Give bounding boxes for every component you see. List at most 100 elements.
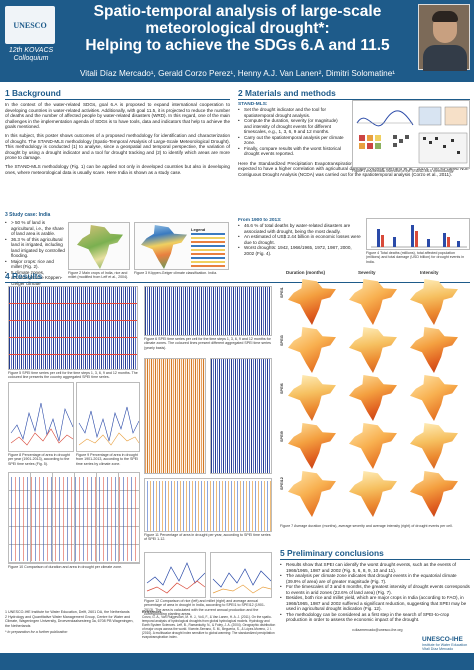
- conclusions-section: 5 Preliminary conclusions Results show t…: [280, 548, 470, 623]
- drought-map-spei6-severity: [349, 375, 397, 421]
- legend-title: Legend: [191, 227, 206, 232]
- history-heading: From 1900 to 2013:: [238, 218, 282, 223]
- map-row-label: SPEI6: [280, 383, 284, 394]
- references-text: Corzo, G. A., Van Huijgevoort, M. H. J.,…: [142, 614, 276, 639]
- drought-map-grid: SPEI1 SPEI3 SPEI6 SPEI9 SPEI12: [280, 278, 470, 522]
- method-bullet: Set the drought indicator and the tool f…: [238, 107, 346, 118]
- area-drought-chart-b: [76, 382, 140, 452]
- affiliation-2: 2 Hydrology and Quantitative Water Manag…: [5, 614, 134, 628]
- fig12-caption: Figure 12 Comparison of rice (left) and …: [144, 599, 266, 616]
- method-bullet: Finally, compare results with the worst …: [238, 146, 346, 157]
- fig8-caption: Figure 8 Percentage of area in drought p…: [8, 453, 70, 466]
- fig5-caption: Figure 5 SPEI time series per cell for t…: [8, 371, 138, 380]
- fig4-caption: Figure 4 Total deaths (millions), total …: [366, 251, 465, 264]
- fig10-caption: Figure 10 Comparison of duration and are…: [8, 565, 123, 569]
- title-line-2: meteorological drought*:: [145, 20, 330, 37]
- history-bullet: 46.6 % of total deaths by water-related …: [238, 223, 363, 234]
- drought-map-spei3-intensity: [410, 327, 458, 373]
- rice-chart: [144, 552, 206, 598]
- conclusions-heading: 5 Preliminary conclusions: [280, 548, 470, 560]
- drought-map-spei9-severity: [349, 423, 397, 469]
- method-bullet: Carry out the spatiotemporal analysis pe…: [238, 135, 346, 146]
- drought-map-spei1-intensity: [410, 279, 458, 325]
- conclusion-bullet: The methodology can be considered as a f…: [280, 612, 470, 623]
- methods-heading: 2 Materials and methods: [238, 88, 470, 100]
- fig7-caption: Figure 7 Average duration (months), aver…: [280, 524, 453, 528]
- drought-map-spei3-duration: [288, 327, 336, 373]
- duration-area-grid: [8, 472, 140, 564]
- spei-zone-timeseries-b: [144, 358, 206, 474]
- poster-footer-bar: [0, 653, 474, 670]
- drought-map-spei1-severity: [349, 279, 397, 325]
- impact-chart: [366, 218, 470, 250]
- drought-map-spei6-duration: [288, 375, 336, 421]
- fig6-caption: Figure 6 SPEI time series per cell for t…: [144, 337, 271, 350]
- map-row-label: SPEI3: [280, 335, 284, 346]
- history-bullet: An estimated of US$ 2.44 billion in econ…: [238, 234, 363, 245]
- background-section: 1 Background In the context of the water…: [5, 88, 230, 175]
- results-rule: [5, 282, 470, 283]
- conclusion-bullet: For the timescales of 3 and 6 months, th…: [280, 584, 470, 595]
- fig11-caption: Figure 11 Percentage of area in drought …: [144, 533, 271, 542]
- methodology-diagram: [352, 100, 470, 168]
- poster-header: UNESCO 12th KOVACS Colloquium Spatio-tem…: [0, 0, 474, 82]
- millet-chart: [210, 552, 272, 598]
- affiliation-1: 1 UNESCO-IHE Institute for Water Educati…: [5, 610, 130, 614]
- conclusion-bullet: Besides, both rice and millet yield, whi…: [280, 595, 470, 612]
- drought-map-spei12-intensity: [410, 471, 458, 517]
- title-line-3: Helping to achieve the SDGs 6.A and 11.5: [85, 37, 390, 54]
- conclusion-bullet: Results show that SPEI can identify the …: [280, 562, 470, 573]
- history-section: From 1900 to 2013: 46.6 % of total death…: [238, 218, 363, 256]
- spei-zone-timeseries-c: [210, 358, 272, 474]
- drought-map-spei12-severity: [349, 471, 397, 517]
- history-bullet: Worst droughts: 1942, 1966/1965, 1972, 1…: [238, 245, 363, 256]
- ihe-subtitle: Institute for Water Education: [422, 643, 468, 647]
- title-line-1: Spatio-temporal analysis of large-scale: [93, 3, 382, 20]
- study-case-heading: 3 Study case: India: [5, 212, 51, 218]
- map-row-label: SPEI9: [280, 431, 284, 442]
- method-bullet: Compute the duration, severity (or magni…: [238, 118, 346, 135]
- study-bullet: Major crops: rice and millet (Fig. 2).: [5, 259, 65, 270]
- ihe-name: UNESCO-IHE: [422, 636, 463, 643]
- spei-zone-timeseries-a: [144, 286, 272, 336]
- contact-email: v.diazmercado@unesco-ihe.org: [352, 628, 403, 632]
- author-photo: [418, 4, 470, 71]
- area-drought-panels: [144, 478, 272, 532]
- spei-country-timeseries: [8, 286, 138, 370]
- background-p3: The STAND-MLS methodology (Fig. 1) can b…: [5, 163, 230, 175]
- references-heading: References: [142, 610, 162, 614]
- colloquium-label: 12th KOVACS Colloquium: [8, 47, 54, 62]
- drought-map-spei6-intensity: [410, 375, 458, 421]
- affiliations: 1 UNESCO-IHE Institute for Water Educati…: [5, 610, 137, 635]
- col-intensity: Intensity: [420, 270, 439, 275]
- results-heading-wrap: 4 Results: [5, 271, 65, 284]
- drought-map-spei9-duration: [288, 423, 336, 469]
- authors: Vitali Díaz Mercado¹, Gerald Corzo Perez…: [79, 69, 396, 78]
- conclusion-bullet: The analysis per climate zone indicates …: [280, 573, 470, 584]
- fig2-caption: Figure 2 Main crops of India, rice and m…: [68, 271, 129, 280]
- references: References Corzo, G. A., Van Huijgevoort…: [142, 610, 278, 639]
- drought-map-spei3-severity: [349, 327, 397, 373]
- study-bullet: 36.3 % of this agricultural land is irri…: [5, 237, 65, 259]
- area-drought-chart-a: [8, 382, 74, 452]
- publication-note: * In preparation for a further publicati…: [5, 630, 68, 634]
- unesco-logo: UNESCO: [5, 6, 55, 44]
- unesco-ihe-logo: UNESCO-IHE Institute for Water Education…: [422, 636, 470, 666]
- fig9-caption: Figure 9 Percentage of area in drought f…: [76, 453, 139, 466]
- background-p1: In the context of the water-related SDGs…: [5, 102, 230, 130]
- study-bullet: > 50 % of land is agricultural, i.e., th…: [5, 220, 65, 237]
- map-row-label: SPEI1: [280, 287, 284, 298]
- drought-map-spei1-duration: [288, 279, 336, 325]
- background-heading: 1 Background: [5, 88, 230, 100]
- col-severity: Severity: [358, 270, 376, 275]
- fig1-caption: Figure 1 A schematic overview of the STA…: [352, 169, 455, 173]
- col-duration: Duration (months): [286, 270, 325, 275]
- fig3-caption: Figure 3 Köppen-Geiger climate classific…: [134, 271, 218, 275]
- crops-map: [68, 222, 130, 270]
- poster-title: Spatio-temporal analysis of large-scale …: [60, 3, 415, 54]
- drought-map-spei9-intensity: [410, 423, 458, 469]
- drought-map-spei12-duration: [288, 471, 336, 517]
- background-p2: In this subject, this poster shows outco…: [5, 132, 230, 161]
- study-case-section: 3 Study case: India > 50 % of land is ag…: [5, 212, 230, 292]
- climate-map: Legend: [134, 222, 229, 270]
